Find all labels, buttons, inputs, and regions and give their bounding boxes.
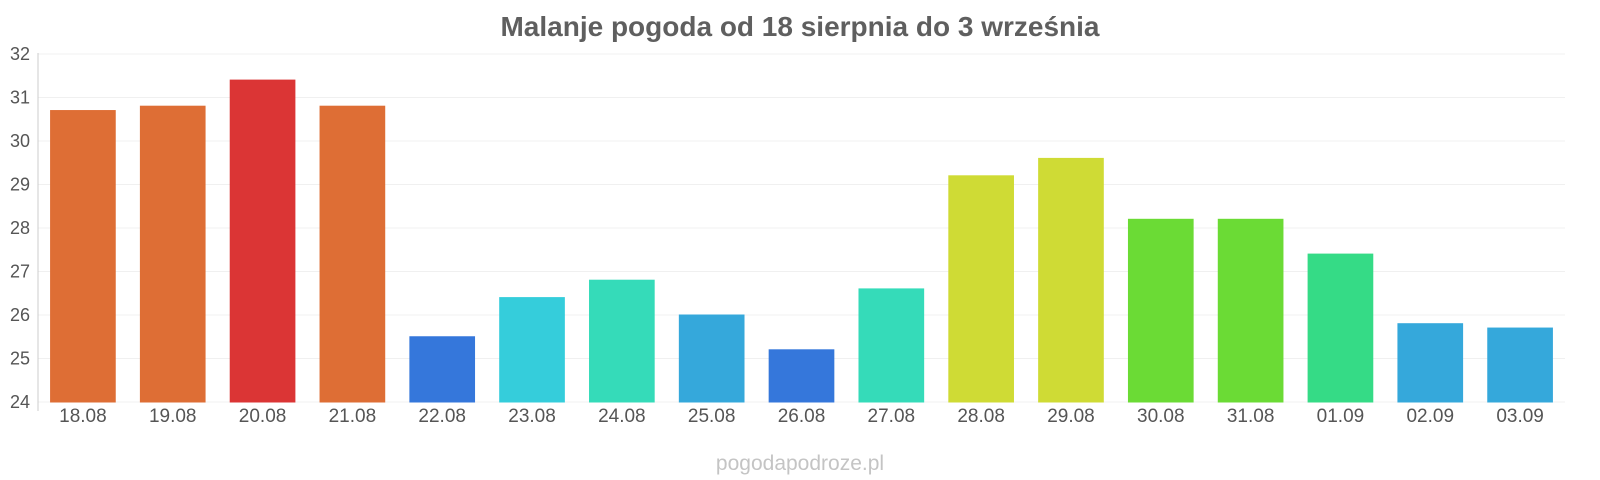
- x-tick-label: 26.08: [778, 406, 826, 427]
- x-tick-label: 18.08: [59, 406, 107, 427]
- bar-03.09: [1487, 327, 1553, 403]
- y-tick-label: 27: [10, 262, 30, 282]
- y-tick-label: 24: [10, 392, 30, 412]
- bar-23.08: [499, 297, 565, 403]
- x-tick-label: 23.08: [508, 406, 556, 427]
- x-tick-label: 25.08: [688, 406, 736, 427]
- bar-19.08: [139, 105, 206, 403]
- bar-25.08: [678, 314, 745, 403]
- bar-18.08: [50, 110, 116, 403]
- bars: [50, 79, 1553, 403]
- y-tick-label: 28: [10, 218, 30, 238]
- bar-29.08: [1038, 157, 1104, 403]
- x-tick-label: 24.08: [598, 406, 646, 427]
- chart-title: Malanje pogoda od 18 sierpnia do 3 wrześ…: [500, 11, 1099, 42]
- y-tick-label: 25: [10, 349, 30, 369]
- bar-31.08: [1217, 218, 1284, 403]
- bar-20.08: [229, 79, 296, 403]
- bar-01.09: [1307, 253, 1374, 403]
- x-tick-label: 29.08: [1047, 406, 1095, 427]
- source-credit: pogodapodroze.pl: [716, 452, 884, 475]
- x-tick-label: 22.08: [418, 406, 466, 427]
- bar-30.08: [1127, 218, 1194, 403]
- x-tick-label: 27.08: [868, 406, 916, 427]
- y-tick-label: 30: [10, 131, 30, 151]
- x-tick-label: 30.08: [1137, 406, 1185, 427]
- x-tick-label: 19.08: [149, 406, 197, 427]
- x-axis-ticks: 18.08 19.08 20.08 21.08 22.08 23.08 24.08 25.08…: [59, 406, 1544, 427]
- x-tick-label: 28.08: [957, 406, 1005, 427]
- bar-02.09: [1397, 323, 1464, 403]
- bar-27.08: [858, 288, 925, 403]
- y-tick-label: 26: [10, 305, 30, 325]
- x-tick-label: 20.08: [239, 406, 287, 427]
- x-tick-label: 03.09: [1496, 406, 1544, 427]
- bar-24.08: [589, 279, 655, 403]
- y-tick-label: 32: [10, 44, 30, 64]
- bar-22.08: [409, 336, 476, 403]
- y-tick-label: 29: [10, 175, 30, 195]
- y-tick-label: 31: [10, 88, 30, 108]
- bar-28.08: [948, 175, 1014, 403]
- y-axis-ticks: 24 25 26 27 28 29 30 31 32: [10, 44, 30, 412]
- x-tick-label: 01.09: [1317, 406, 1365, 427]
- bar-21.08: [319, 105, 386, 403]
- bar-26.08: [768, 349, 835, 403]
- x-tick-label: 02.09: [1406, 406, 1454, 427]
- x-tick-label: 21.08: [329, 406, 377, 427]
- x-tick-label: 31.08: [1227, 406, 1275, 427]
